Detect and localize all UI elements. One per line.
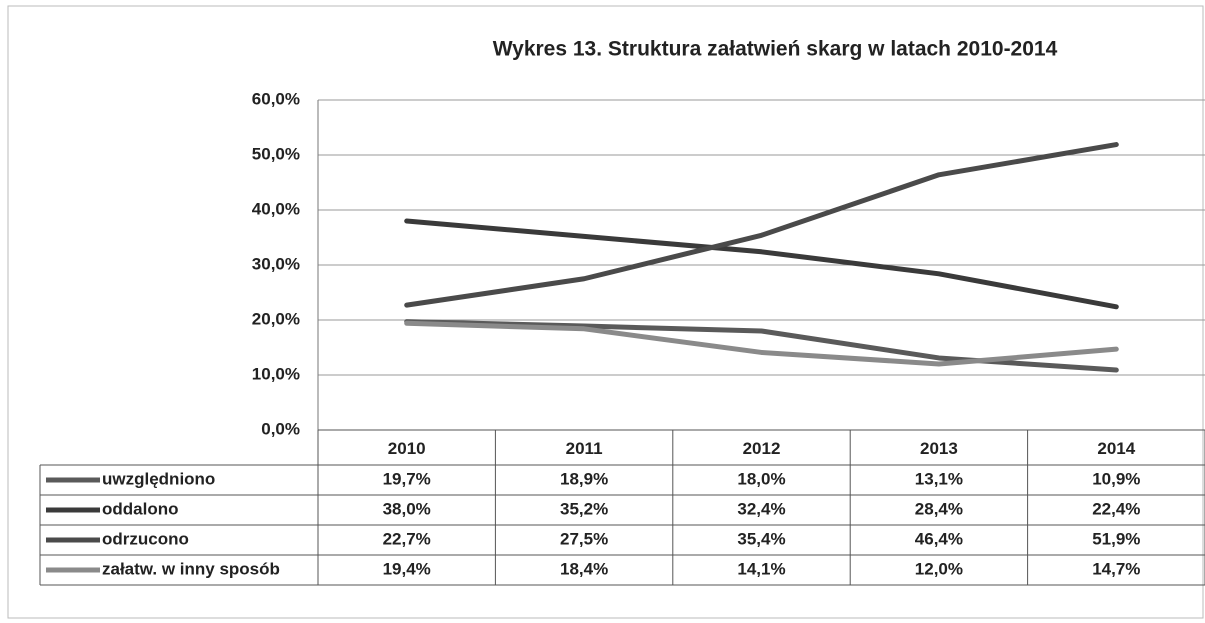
data-label: 22,7%: [383, 529, 431, 548]
series-line: [404, 142, 1119, 308]
data-label: 19,7%: [383, 469, 431, 488]
data-label: 27,5%: [560, 529, 608, 548]
data-label: 19,4%: [383, 559, 431, 578]
y-tick-label: 50,0%: [252, 144, 300, 163]
y-tick-label: 20,0%: [252, 309, 300, 328]
x-tick-label: 2013: [920, 439, 958, 458]
legend-label: załatw. w inny sposób: [102, 559, 280, 578]
data-label: 13,1%: [915, 469, 963, 488]
data-label: 38,0%: [383, 499, 431, 518]
data-label: 18,4%: [560, 559, 608, 578]
legend-label: uwzględniono: [102, 469, 215, 488]
data-label: 35,4%: [737, 529, 785, 548]
chart-title: Wykres 13. Struktura załatwień skarg w l…: [493, 38, 1058, 61]
y-tick-label: 40,0%: [252, 199, 300, 218]
data-label: 12,0%: [915, 559, 963, 578]
series-line: [404, 218, 1119, 310]
data-label: 22,4%: [1092, 499, 1140, 518]
data-label: 51,9%: [1092, 529, 1140, 548]
y-tick-label: 10,0%: [252, 364, 300, 383]
data-label: 35,2%: [560, 499, 608, 518]
x-tick-label: 2011: [566, 439, 603, 458]
data-label: 18,0%: [737, 469, 785, 488]
data-label: 18,9%: [560, 469, 608, 488]
data-label: 32,4%: [737, 499, 785, 518]
y-tick-label: 60,0%: [252, 89, 300, 108]
x-tick-label: 2012: [743, 439, 781, 458]
data-label: 46,4%: [915, 529, 963, 548]
legend-label: odrzucono: [102, 529, 189, 548]
data-label: 14,1%: [737, 559, 785, 578]
x-tick-label: 2010: [388, 439, 426, 458]
y-tick-label: 30,0%: [252, 254, 300, 273]
legend-label: oddalono: [102, 499, 178, 518]
series-line: [404, 320, 1119, 367]
y-tick-label: 0,0%: [261, 419, 300, 438]
data-label: 10,9%: [1092, 469, 1140, 488]
data-label: 14,7%: [1092, 559, 1140, 578]
data-label: 28,4%: [915, 499, 963, 518]
frame: [7, 5, 1204, 619]
x-tick-label: 2014: [1097, 439, 1135, 458]
